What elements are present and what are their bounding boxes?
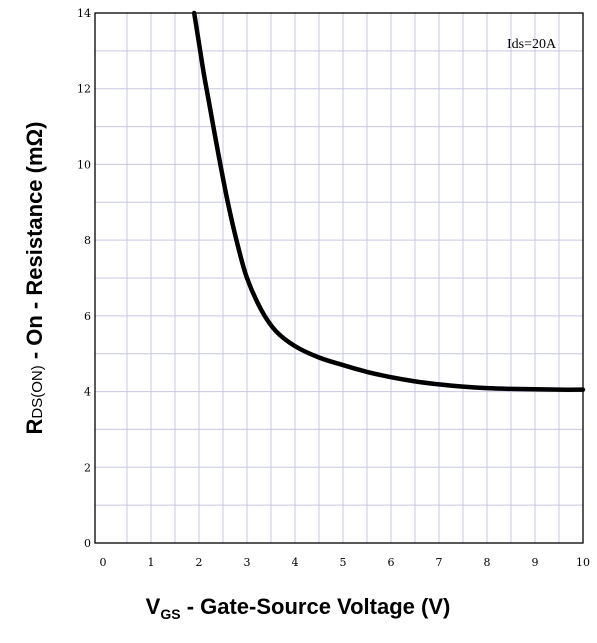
y-axis-title-main: R bbox=[22, 419, 47, 435]
y-tick-label: 4 bbox=[84, 386, 91, 399]
y-axis-title-sub: DS(ON) bbox=[29, 365, 46, 418]
x-tick-label: 2 bbox=[196, 556, 203, 569]
x-axis-title-main: V bbox=[146, 594, 161, 619]
y-tick-label: 0 bbox=[84, 537, 91, 550]
y-tick-label: 10 bbox=[77, 158, 91, 171]
y-tick-label: 2 bbox=[84, 461, 91, 474]
x-tick-labels: 0 1 2 3 4 5 6 7 8 9 10 bbox=[100, 556, 591, 569]
x-axis-title-rest: - Gate-Source Voltage (V) bbox=[181, 594, 451, 619]
x-tick-label: 4 bbox=[292, 556, 299, 569]
y-tick-labels: 0 2 4 6 8 10 12 14 bbox=[77, 7, 91, 550]
annotation-label: Ids=20A bbox=[507, 37, 557, 52]
y-tick-label: 6 bbox=[84, 310, 91, 323]
grid-lines bbox=[95, 13, 583, 543]
y-tick-label: 14 bbox=[77, 7, 91, 20]
x-tick-label: 3 bbox=[244, 556, 251, 569]
x-axis-title-sub: GS bbox=[160, 606, 180, 622]
y-tick-label: 12 bbox=[77, 83, 91, 96]
series-layer bbox=[191, 10, 586, 392]
x-tick-label: 8 bbox=[484, 556, 491, 569]
x-tick-label: 7 bbox=[436, 556, 443, 569]
x-tick-label: 10 bbox=[576, 556, 590, 569]
x-tick-label: 9 bbox=[532, 556, 539, 569]
x-tick-label: 0 bbox=[100, 556, 107, 569]
x-axis-title: VGS - Gate-Source Voltage (V) bbox=[146, 594, 451, 622]
x-tick-label: 1 bbox=[148, 556, 155, 569]
y-tick-label: 8 bbox=[84, 234, 91, 247]
y-axis-title-rest: - On - Resistance (mΩ) bbox=[22, 121, 47, 365]
series-line bbox=[191, 10, 586, 392]
y-axis-title: RDS(ON) - On - Resistance (mΩ) bbox=[22, 121, 47, 434]
x-tick-label: 5 bbox=[340, 556, 347, 569]
x-tick-label: 6 bbox=[388, 556, 395, 569]
plot-frame bbox=[94, 12, 584, 544]
